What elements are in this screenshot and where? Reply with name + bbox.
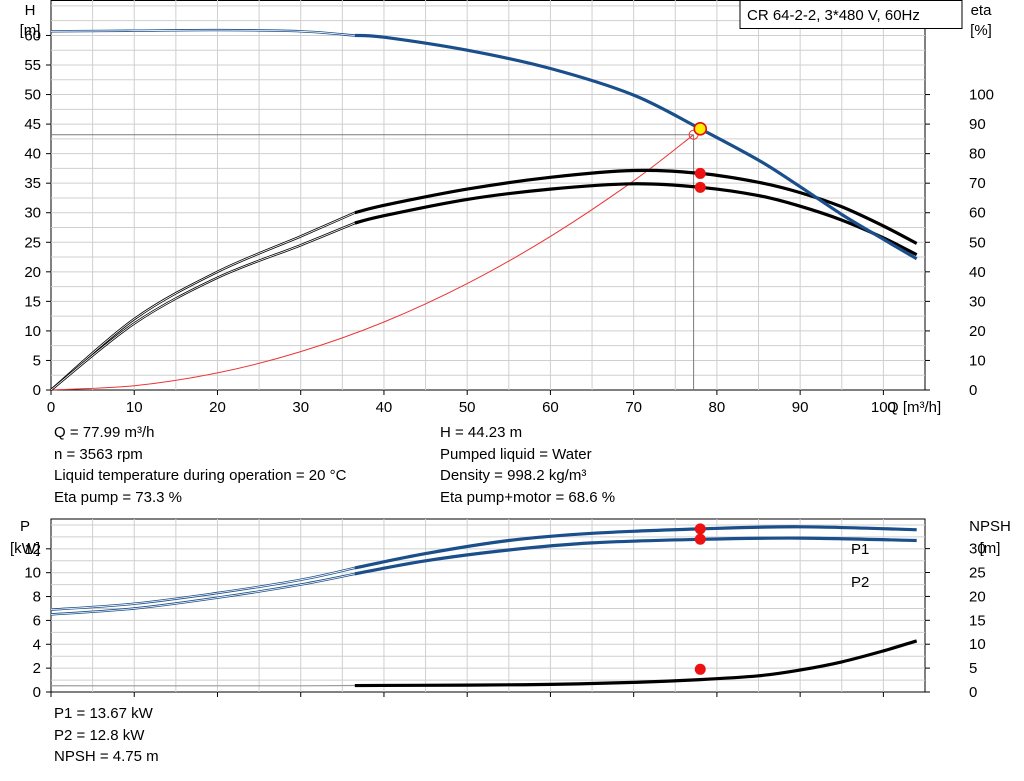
y-right-tick-label: 90 <box>969 116 986 133</box>
x-tick-label: 80 <box>709 399 726 416</box>
npsh-axis-tick-label: 30 <box>969 541 986 558</box>
info-liquid-temperature: Liquid temperature during operation = 20… <box>54 467 347 484</box>
eta-pump-curve-operating-range <box>354 168 918 245</box>
y-right-tick-label: 40 <box>969 264 986 281</box>
info-speed: n = 3563 rpm <box>54 445 143 463</box>
npsh-axis-tick-label: 25 <box>969 565 986 582</box>
x-axis-label: Q [m³/h] <box>887 399 941 416</box>
eta-pump-motor-curve-low-flow-core <box>50 222 355 391</box>
info-npsh: NPSH = 4.75 m <box>54 748 159 765</box>
x-tick-label: 50 <box>459 399 476 416</box>
npsh-axis-tick-label: 15 <box>969 612 986 629</box>
x-tick-label: 60 <box>542 399 559 416</box>
p-axis-tick-label: 4 <box>33 636 41 653</box>
system-curve <box>50 134 694 391</box>
y-left-tick-label: 20 <box>24 264 41 281</box>
y-right-tick-label: 20 <box>969 323 986 340</box>
info-head: H = 44.23 m <box>440 424 523 441</box>
y-left-tick-label: 60 <box>24 27 41 44</box>
npsh-axis-tick-label: 0 <box>969 684 977 701</box>
info-density: Density = 998.2 kg/m³ <box>440 467 587 484</box>
y-right-tick-label: 50 <box>969 234 986 251</box>
y-left-tick-label: 50 <box>24 87 41 104</box>
npsh-point <box>694 663 706 675</box>
p-axis-tick-label: 12 <box>24 541 41 558</box>
p2-curve-operating-range <box>354 536 917 576</box>
x-tick-label: 10 <box>126 399 143 416</box>
npsh-axis-tick-label: 20 <box>969 588 986 605</box>
p1-series-label: P1 <box>851 541 869 558</box>
x-tick-label: 30 <box>292 399 309 416</box>
p2-point <box>694 533 706 545</box>
npsh-axis-unit: [m] <box>980 540 1001 557</box>
info-pumped-liquid: Pumped liquid = Water <box>440 445 592 463</box>
y-left-tick-label: 5 <box>33 352 41 369</box>
p2-curve-low-flow-core <box>50 573 355 615</box>
x-tick-label: 100 <box>871 399 896 416</box>
npsh-curve <box>354 639 918 688</box>
x-tick-label: 0 <box>47 399 55 416</box>
y-right-tick-label: 10 <box>969 352 986 369</box>
eta-pump-motor-curve-operating-range <box>354 182 918 257</box>
y-right-axis-unit: [%] <box>970 22 992 39</box>
y-left-axis-label: H <box>25 2 36 19</box>
eta-pump-curve-low-flow-core <box>50 212 355 391</box>
eta-pump-point <box>694 167 706 179</box>
p-axis-label: P <box>20 518 30 535</box>
info-p2: P2 = 12.8 kW <box>54 726 145 744</box>
p1-curve-operating-range <box>354 525 917 570</box>
p-axis-tick-label: 8 <box>33 589 41 606</box>
chart-title: CR 64-2-2, 3*480 V, 60Hz <box>747 7 920 24</box>
power-info: P1 = 13.67 kW P2 = 12.8 kW NPSH = 4.75 m <box>54 703 159 768</box>
p-axis-unit: [kW] <box>10 540 40 557</box>
x-tick-label: 20 <box>209 399 226 416</box>
y-left-axis-unit: [m] <box>20 22 41 39</box>
y-left-tick-label: 15 <box>24 293 41 310</box>
npsh-axis-tick-label: 5 <box>969 660 977 677</box>
x-tick-label: 90 <box>792 399 809 416</box>
title-box <box>739 0 963 29</box>
info-p1: P1 = 13.67 kW <box>54 705 153 722</box>
y-right-axis-label: eta <box>971 2 993 19</box>
y-right-tick-label: 0 <box>969 382 977 399</box>
power-npsh-chart: 0 2 4 6 8 10 12 P [kW] 0 5 10 15 20 25 30 NPSH [m] P1 P2 <box>10 518 1011 701</box>
y-left-tick-label: 25 <box>24 234 41 251</box>
p1-point <box>694 523 706 535</box>
duty-info-right: H = 44.23 m Pumped liquid = Water Densit… <box>440 422 615 508</box>
y-right-tick-label: 30 <box>969 293 986 310</box>
y-left-tick-label: 35 <box>24 175 41 192</box>
info-flow: Q = 77.99 m³/h <box>54 424 155 441</box>
y-right-tick-label: 70 <box>969 175 986 192</box>
eta-pump-motor-point <box>694 181 706 193</box>
head-curve-operating-range <box>354 33 918 261</box>
y-right-tick-label: 100 <box>969 87 994 104</box>
x-tick-label: 70 <box>625 399 642 416</box>
y-left-tick-label: 55 <box>24 57 41 74</box>
p2-series-label: P2 <box>851 574 869 591</box>
p-axis-tick-label: 0 <box>33 684 41 701</box>
npsh-axis-tick-label: 10 <box>969 636 986 653</box>
y-left-tick-label: 0 <box>33 382 41 399</box>
y-left-tick-label: 45 <box>24 116 41 133</box>
y-left-tick-label: 10 <box>24 323 41 340</box>
p1-curve-low-flow-core <box>50 567 355 611</box>
p-axis-tick-label: 6 <box>33 612 41 629</box>
duty-info-left: Q = 77.99 m³/h n = 3563 rpm Liquid tempe… <box>54 422 346 508</box>
p-axis-tick-label: 2 <box>33 660 41 677</box>
info-eta-pump-motor: Eta pump+motor = 68.6 % <box>440 488 616 506</box>
y-right-tick-label: 80 <box>969 146 986 163</box>
y-right-tick-label: 60 <box>969 205 986 222</box>
head-curve-low-flow-core <box>50 29 355 36</box>
y-left-tick-label: 30 <box>24 205 41 222</box>
info-eta-pump: Eta pump = 73.3 % <box>54 488 182 506</box>
x-tick-label: 40 <box>376 399 393 416</box>
duty-point-marker <box>693 122 708 136</box>
y-left-tick-label: 40 <box>24 146 41 163</box>
npsh-axis-label: NPSH <box>969 518 1011 535</box>
bottom-plot-frame <box>50 518 926 693</box>
p-axis-tick-label: 10 <box>24 565 41 582</box>
